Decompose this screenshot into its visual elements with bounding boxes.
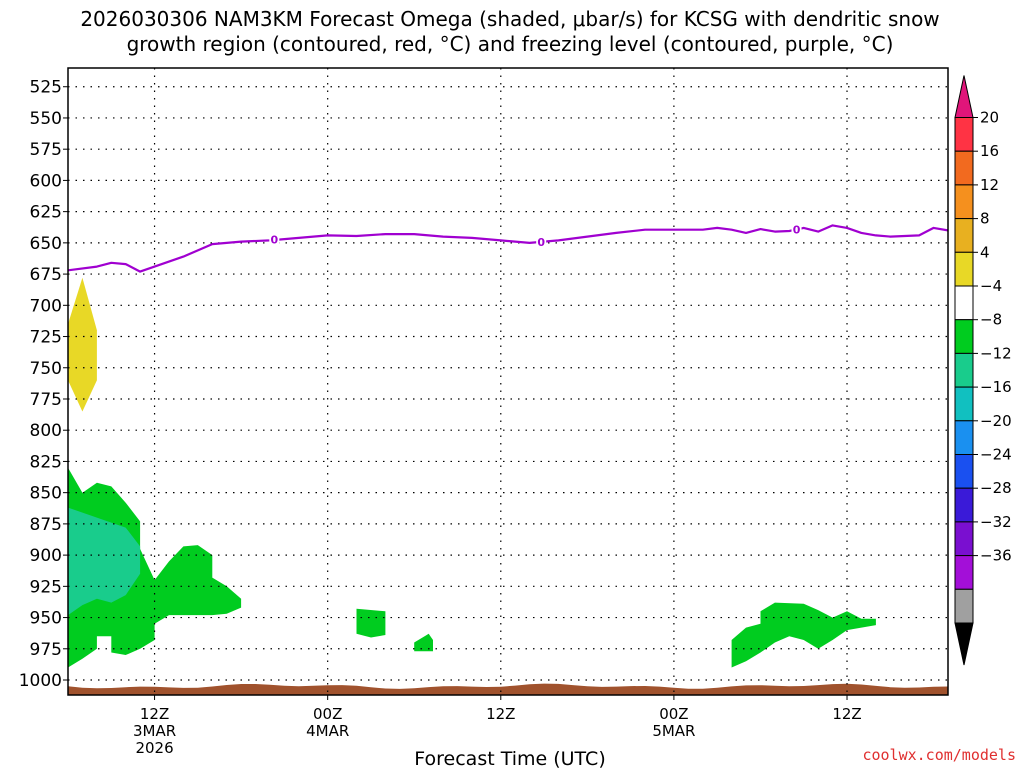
freezing-label-1: 0	[537, 236, 545, 249]
colorbar-swatch-0	[954, 117, 974, 152]
colorbar-bottom-arrow	[954, 622, 974, 666]
colorbar-swatch-10	[954, 454, 974, 489]
colorbar-swatch-5	[954, 285, 974, 321]
freezing-label-bg-1	[536, 235, 547, 250]
colorbar-label-7: −12	[980, 344, 1012, 362]
ytick-label-825: 825	[30, 452, 62, 472]
y-axis-ticks: 525 550 575 600 625 650 675 700 725 750 775 800 825 8…	[19, 78, 68, 691]
colorbar-label-11: −28	[980, 479, 1012, 497]
terrain-layer	[68, 683, 948, 695]
omega-region-4	[414, 633, 433, 652]
freezing-label-0: 0	[270, 234, 278, 247]
colorbar-label-13: −36	[980, 547, 1012, 565]
ytick-label-975: 975	[30, 640, 62, 660]
terrain-ground	[68, 683, 948, 695]
title-line-2: growth region (contoured, red, °C) and f…	[127, 32, 894, 56]
ytick-label-950: 950	[30, 609, 62, 629]
chart-title: 2026030306 NAM3KM Forecast Omega (shaded…	[80, 7, 939, 56]
colorbar-label-6: −8	[980, 311, 1002, 329]
xtick-label-0-1: 3MAR	[133, 722, 176, 740]
colorbar-swatch-3	[954, 218, 974, 253]
xtick-label-3-0: 00Z	[659, 705, 688, 723]
xtick-label-1-0: 00Z	[313, 705, 342, 723]
colorbar-top-arrow	[954, 75, 974, 118]
colorbar-swatch-7	[954, 352, 974, 388]
title-line-1: 2026030306 NAM3KM Forecast Omega (shaded…	[80, 7, 939, 31]
freezing-label-bg-2	[791, 222, 802, 237]
freezing-level-line	[68, 224, 948, 273]
ytick-label-725: 725	[30, 328, 62, 348]
colorbar-swatch-13	[954, 555, 974, 590]
colorbar-swatch-12	[954, 521, 974, 557]
x-axis-label: Forecast Time (UTC)	[414, 748, 605, 768]
colorbar: 20 16 12 8 4 −4 −8 −12 −16 −20 −24 −28 −32 −36	[954, 75, 1012, 666]
colorbar-swatch-1	[954, 150, 974, 186]
xtick-label-0-0: 12Z	[140, 705, 169, 723]
colorbar-swatch-4	[954, 251, 974, 287]
colorbar-label-10: −24	[980, 446, 1012, 464]
colorbar-swatch-2	[954, 184, 974, 220]
colorbar-swatch-6	[954, 319, 974, 354]
colorbar-label-3: 8	[980, 210, 990, 228]
ytick-label-800: 800	[30, 421, 62, 441]
xtick-label-1-1: 4MAR	[306, 722, 349, 740]
ytick-label-850: 850	[30, 484, 62, 504]
ytick-label-875: 875	[30, 515, 62, 535]
xtick-label-3-1: 5MAR	[652, 722, 695, 740]
ytick-label-750: 750	[30, 359, 62, 379]
ytick-label-700: 700	[30, 296, 62, 316]
ytick-label-625: 625	[30, 203, 62, 223]
colorbar-label-0: 20	[980, 109, 999, 127]
ytick-label-600: 600	[30, 171, 62, 191]
ytick-label-550: 550	[30, 109, 62, 129]
colorbar-swatch-8	[954, 386, 974, 422]
colorbar-label-5: −4	[980, 277, 1002, 295]
omega-region-6	[68, 507, 141, 616]
colorbar-label-8: −16	[980, 378, 1012, 396]
freezing-label-bg-0	[269, 232, 280, 247]
colorbar-label-1: 16	[980, 142, 999, 160]
ytick-label-575: 575	[30, 140, 62, 160]
colorbar-swatch-11	[954, 487, 974, 523]
colorbar-swatch-14	[954, 588, 974, 624]
xtick-label-4-0: 12Z	[832, 705, 861, 723]
xtick-label-0-2: 2026	[135, 739, 173, 757]
ytick-label-525: 525	[30, 78, 62, 98]
freezing-level-contour: 0 0 0	[68, 222, 948, 273]
omega-region-5	[731, 602, 876, 668]
ytick-label-925: 925	[30, 577, 62, 597]
colorbar-label-4: 4	[980, 243, 990, 261]
ytick-label-1000: 1000	[19, 671, 62, 691]
xtick-label-2-0: 12Z	[486, 705, 515, 723]
ytick-label-675: 675	[30, 265, 62, 285]
omega-region-1	[68, 277, 97, 412]
colorbar-label-9: −20	[980, 412, 1012, 430]
colorbar-label-12: −32	[980, 513, 1012, 531]
ytick-label-900: 900	[30, 546, 62, 566]
ytick-label-775: 775	[30, 390, 62, 410]
ytick-label-650: 650	[30, 234, 62, 254]
plot-frame	[67, 67, 949, 696]
colorbar-swatch-9	[954, 420, 974, 455]
colorbar-label-2: 12	[980, 176, 999, 194]
omega-region-2	[68, 467, 242, 668]
freezing-label-2: 0	[793, 224, 801, 237]
omega-shading	[68, 277, 876, 668]
credit-text[interactable]: coolwx.com/models	[862, 746, 1016, 764]
omega-region-3	[356, 608, 386, 638]
